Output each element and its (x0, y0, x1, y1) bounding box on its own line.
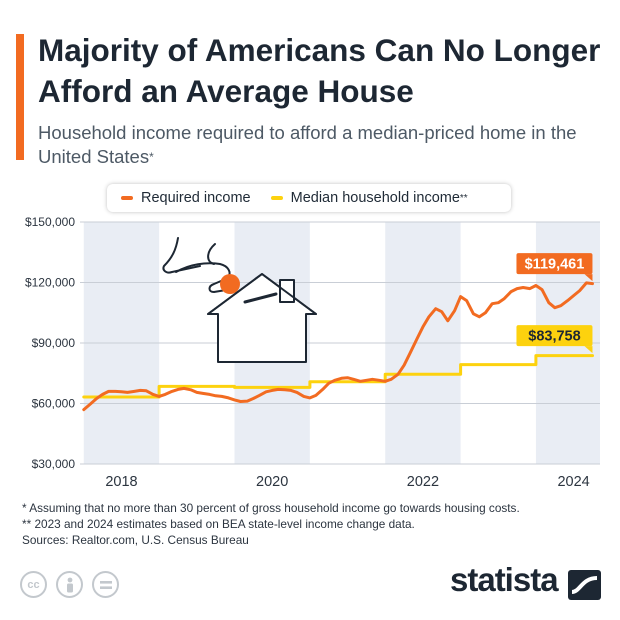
y-tick-label: $30,000 (32, 457, 76, 471)
x-tick-label: 2018 (105, 474, 137, 490)
end-label-required: $119,461 (516, 253, 593, 282)
end-label-box (516, 253, 593, 275)
chart-title: Majority of Americans Can No Longer Affo… (38, 32, 601, 109)
end-label-median: $83,758 (516, 325, 593, 354)
house-coin-hand-icon (162, 237, 317, 363)
legend-item-median-income: Median household income ** (270, 190, 468, 206)
footnote-2: ** 2023 and 2024 estimates based on BEA … (22, 517, 415, 531)
end-labels: $119,461 $83,758 (516, 253, 593, 354)
chart-area: $30,000 $60,000 $90,000 $120,000 $150,000 20… (25, 215, 600, 490)
end-label-box (516, 325, 593, 347)
x-tick-labels: 2018 2020 2022 2024 (105, 474, 589, 490)
chart-legend: Required income Median household income *… (107, 184, 511, 212)
legend-swatch-required (121, 196, 133, 200)
accent-bar (16, 34, 24, 160)
nd-icon[interactable] (92, 571, 119, 598)
gridlines (80, 221, 600, 465)
y-tick-label: $90,000 (32, 336, 76, 350)
cc-icon[interactable]: cc (20, 571, 47, 598)
end-label-text: $83,758 (528, 329, 580, 345)
x-tick-label: 2020 (256, 474, 288, 490)
legend-swatch-median (270, 196, 283, 200)
y-tick-labels: $30,000 $60,000 $90,000 $120,000 $150,000 (25, 215, 75, 471)
legend-item-required-income: Required income (121, 190, 251, 206)
sources-line: Sources: Realtor.com, U.S. Census Bureau (22, 533, 249, 547)
legend-label-median: Median household income (290, 190, 460, 206)
x-tick-label: 2024 (557, 474, 589, 490)
statista-wordmark[interactable]: statista (450, 561, 559, 598)
y-tick-label: $150,000 (25, 215, 75, 229)
end-label-pointer (584, 274, 593, 282)
end-label-text: $119,461 (525, 257, 585, 273)
legend-label-required: Required income (141, 190, 251, 206)
chart-subtitle: Household income required to afford a me… (38, 121, 608, 169)
footnotes: * Assuming that no more than 30 percent … (22, 500, 612, 548)
by-icon[interactable] (56, 571, 83, 598)
statista-logo-icon[interactable] (568, 570, 601, 600)
legend-footnote-mark: ** (459, 192, 468, 204)
subtitle-text: Household income required to afford a me… (38, 122, 577, 167)
y-tick-label: $60,000 (32, 397, 76, 411)
line-required-income (82, 281, 594, 412)
y-tick-label: $120,000 (25, 276, 75, 290)
footnote-1: * Assuming that no more than 30 percent … (22, 501, 520, 515)
x-tick-label: 2022 (407, 474, 439, 490)
license-icons: cc (20, 571, 128, 598)
series-lines (82, 281, 594, 412)
subtitle-footnote-mark: * (149, 150, 154, 164)
end-label-pointer (584, 346, 593, 354)
line-median-household-income (82, 354, 594, 399)
